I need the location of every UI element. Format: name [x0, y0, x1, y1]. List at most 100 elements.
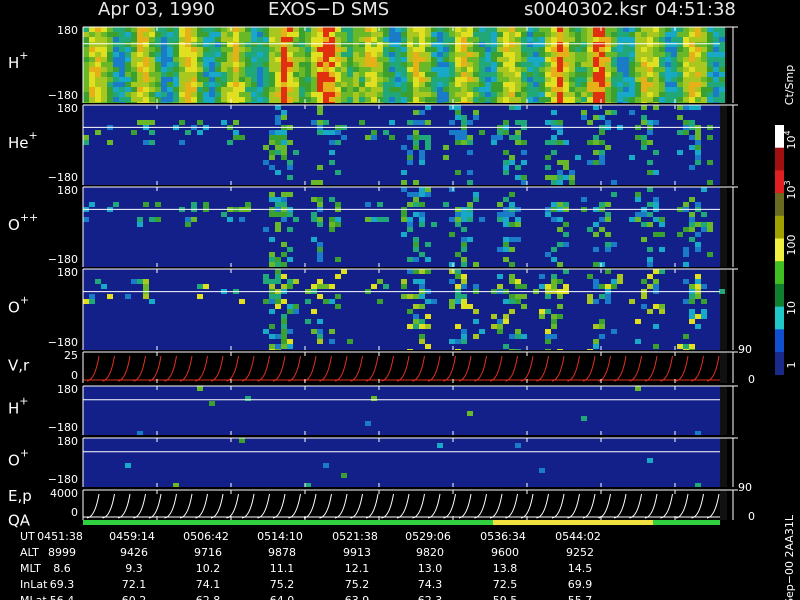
spectrogram-cell	[689, 344, 695, 349]
spectrogram-cell	[497, 82, 503, 87]
spectrogram-cell	[389, 57, 395, 62]
spectrogram-cell	[497, 202, 503, 207]
spectrogram-cell	[599, 160, 605, 165]
spectrogram-cell	[377, 77, 383, 82]
spectrogram-cell	[215, 77, 221, 82]
spectrogram-cell	[587, 67, 593, 72]
spectrogram-cell	[191, 37, 197, 42]
spectrogram-cell	[407, 77, 413, 82]
spectrogram-cell	[371, 62, 377, 67]
spectrogram-cell	[533, 77, 539, 82]
spectrogram-cell	[557, 227, 563, 232]
spectrogram-cell	[665, 47, 671, 52]
spectrogram-cell	[281, 150, 287, 155]
spectrogram-cell	[215, 72, 221, 77]
spectrogram-cell	[599, 97, 605, 102]
spectrogram-cell	[677, 27, 683, 32]
spectrogram-cell	[353, 67, 359, 72]
spectrogram-cell	[425, 77, 431, 82]
spectrogram-cell	[701, 299, 707, 304]
spectrogram-cell	[635, 47, 641, 52]
spectrogram-cell	[713, 47, 719, 52]
spectrogram-cell	[185, 37, 191, 42]
spectrogram-cell	[365, 62, 371, 67]
spectrogram-cell	[203, 47, 209, 52]
spectrogram-cell	[131, 62, 137, 67]
spectrogram-cell	[587, 37, 593, 42]
spectrogram-cell	[149, 299, 155, 304]
spectrogram-cell	[467, 47, 473, 52]
spectrogram-cell	[473, 52, 479, 57]
spectrogram-cell	[593, 102, 599, 103]
spectrogram-cell	[95, 37, 101, 42]
spectrogram-cell	[275, 262, 281, 267]
spectrogram-cell	[665, 62, 671, 67]
spectrogram-cell	[683, 57, 689, 62]
spectrogram-cell	[257, 42, 263, 47]
spectrogram-cell	[617, 32, 623, 37]
spectrogram-cell	[425, 242, 431, 247]
spectrogram-cell	[563, 77, 569, 82]
spectrogram-cell	[695, 483, 701, 487]
spectrogram-cell	[611, 192, 617, 197]
spectrogram-cell	[299, 52, 305, 57]
spectrogram-cell	[515, 47, 521, 52]
spectrogram-cell	[203, 37, 209, 42]
spectrogram-cell	[485, 52, 491, 57]
spectrogram-cell	[515, 443, 521, 448]
spectrogram-cell	[521, 284, 527, 289]
spectrogram-cell	[113, 72, 119, 77]
spectrogram-cell	[701, 67, 707, 72]
spectrogram-cell	[197, 284, 203, 289]
spectrogram-cell	[317, 202, 323, 207]
spectrogram-cell	[293, 47, 299, 52]
spectrogram-cell	[707, 67, 713, 72]
spectrogram-cell	[683, 349, 689, 350]
spectrogram-cell	[647, 130, 653, 135]
spectrogram-cell	[137, 92, 143, 97]
spectrogram-cell	[395, 92, 401, 97]
spectrogram-cell	[275, 197, 281, 202]
spectrogram-cell	[365, 37, 371, 42]
spectrogram-cell	[293, 309, 299, 314]
spectrogram-cell	[467, 217, 473, 222]
spectrogram-cell	[713, 87, 719, 92]
spectrogram-cell	[269, 62, 275, 67]
spectrogram-cell	[203, 62, 209, 67]
spectrogram-cell	[473, 87, 479, 92]
spectrogram-cell	[509, 222, 515, 227]
spectrogram-cell	[287, 82, 293, 87]
spectrogram-cell	[323, 120, 329, 125]
spectrogram-cell	[179, 57, 185, 62]
spectrogram-cell	[197, 37, 203, 42]
spectrogram-cell	[617, 67, 623, 72]
spectrogram-cell	[83, 52, 89, 57]
spectrogram-cell	[449, 27, 455, 32]
spectrogram-cell	[275, 299, 281, 304]
spectrogram-cell	[161, 42, 167, 47]
spectrogram-cell	[299, 97, 305, 102]
spectrogram-cell	[191, 42, 197, 47]
spectrogram-cell	[383, 72, 389, 77]
spectrogram-cell	[671, 62, 677, 67]
spectrogram-cell	[131, 42, 137, 47]
spectrogram-cell	[281, 324, 287, 329]
spectrogram-cell	[545, 155, 551, 160]
spectrogram-cell	[143, 202, 149, 207]
spectrogram-cell	[383, 82, 389, 87]
spectrogram-cell	[413, 237, 419, 242]
spectrogram-cell	[485, 97, 491, 102]
spectrogram-cell	[503, 97, 509, 102]
spectrogram-cell	[347, 72, 353, 77]
spectrogram-cell	[449, 217, 455, 222]
spectrogram-cell	[293, 37, 299, 42]
spectrogram-cell	[641, 82, 647, 87]
spectrogram-cell	[593, 27, 599, 32]
spectrogram-cell	[347, 87, 353, 92]
spectrogram-cell	[101, 97, 107, 102]
spectrogram-cell	[281, 197, 287, 202]
spectrogram-cell	[359, 57, 365, 62]
spectrogram-cell	[443, 155, 449, 160]
spectrogram-cell	[509, 62, 515, 67]
spectrogram-cell	[401, 284, 407, 289]
